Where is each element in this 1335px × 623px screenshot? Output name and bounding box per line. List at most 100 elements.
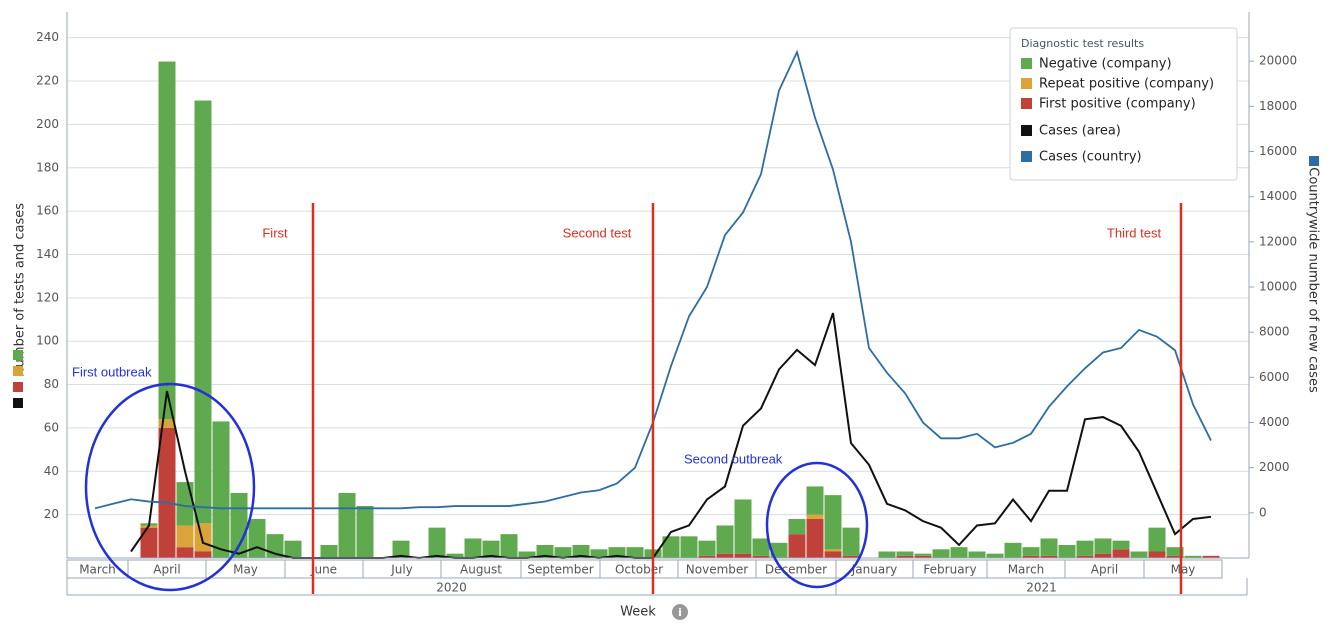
bar-segment — [194, 551, 212, 558]
bar-segment — [338, 492, 356, 558]
y2-tick-label: 18000 — [1259, 99, 1297, 113]
bar-segment — [482, 540, 500, 558]
bar-segment — [842, 555, 860, 558]
bar-segment — [500, 534, 518, 558]
bar-segment — [158, 61, 176, 420]
legend-swatch — [1021, 78, 1032, 89]
legend-label: Cases (country) — [1039, 150, 1142, 165]
y-tick-label: 120 — [36, 290, 59, 304]
bar-segment — [716, 525, 734, 554]
bar-segment — [752, 538, 770, 556]
month-label: June — [310, 563, 337, 577]
bar-segment — [608, 547, 626, 558]
bar-segment — [356, 505, 374, 558]
year-label: 2021 — [1026, 581, 1057, 595]
bar-segment — [1166, 547, 1184, 556]
bar-segment — [1022, 555, 1040, 558]
y2-tick-label: 10000 — [1259, 280, 1297, 294]
bar-segment — [392, 540, 410, 558]
legend-swatch — [1021, 125, 1032, 136]
legend-label: Cases (area) — [1039, 124, 1121, 139]
bar-segment — [1202, 555, 1220, 558]
month-label: May — [1171, 563, 1196, 577]
bar-segment — [446, 553, 464, 558]
month-label: October — [615, 563, 663, 577]
bar-segment — [788, 534, 806, 558]
y-key — [13, 382, 23, 392]
bar-segment — [284, 540, 302, 558]
month-label: March — [1008, 563, 1045, 577]
bar-segment — [248, 518, 266, 558]
bar-segment — [716, 553, 734, 558]
bar-segment — [1076, 555, 1094, 558]
info-icon[interactable] — [672, 604, 688, 620]
legend-swatch — [1021, 58, 1032, 69]
y-key — [13, 366, 23, 376]
month-label: December — [765, 563, 827, 577]
test-label: Third test — [1107, 225, 1162, 240]
bar-segment — [968, 551, 986, 558]
outbreak-label: Second outbreak — [684, 451, 783, 466]
month-label: January — [851, 563, 898, 577]
bar-segment — [320, 544, 338, 558]
y2-tick-label: 0 — [1259, 505, 1267, 519]
bar-segment — [986, 553, 1004, 558]
y-tick-label: 100 — [36, 334, 59, 348]
y-tick-label: 200 — [36, 117, 59, 131]
y2-tick-label: 20000 — [1259, 54, 1297, 68]
bar-segment — [554, 547, 572, 558]
bar-segment — [1184, 555, 1202, 558]
bar-segment — [896, 551, 914, 556]
y-tick-label: 20 — [44, 507, 59, 521]
bar-segment — [842, 527, 860, 556]
y-axis-label: Number of tests and cases — [13, 203, 28, 377]
y2-tick-label: 12000 — [1259, 234, 1297, 248]
month-label: August — [460, 563, 502, 577]
legend-label: First positive (company) — [1039, 97, 1196, 112]
y2-key — [1309, 156, 1319, 166]
bar-segment — [1148, 527, 1166, 552]
month-label: September — [527, 563, 593, 577]
outbreak-label: First outbreak — [72, 364, 152, 379]
bar-segment — [1040, 555, 1058, 558]
bar-segment — [1040, 538, 1058, 556]
bar-segment — [194, 523, 212, 552]
bar-segment — [626, 547, 644, 558]
y2-tick-label: 4000 — [1259, 415, 1290, 429]
month-label: March — [79, 563, 116, 577]
bar-segment — [1148, 551, 1166, 558]
x-axis-label: Week — [620, 605, 656, 620]
year-label: 2020 — [436, 581, 467, 595]
bar-segment — [806, 486, 824, 515]
y-tick-label: 80 — [44, 377, 59, 391]
bar-segment — [698, 555, 716, 558]
y-tick-label: 220 — [36, 74, 59, 88]
month-label: November — [686, 563, 748, 577]
bar-segment — [734, 499, 752, 554]
y-key — [13, 398, 23, 408]
bar-segment — [1076, 540, 1094, 556]
y-tick-label: 60 — [44, 420, 59, 434]
outbreak-circle — [84, 382, 256, 592]
test-label: Second test — [563, 225, 632, 240]
bar-segment — [212, 421, 230, 558]
bar-segment — [158, 419, 176, 428]
y-tick-label: 240 — [36, 30, 59, 44]
y2-tick-label: 6000 — [1259, 370, 1290, 384]
y2-tick-label: 2000 — [1259, 460, 1290, 474]
bar-segment — [176, 525, 194, 548]
bar-segment — [662, 536, 680, 558]
bar-segment — [824, 495, 842, 550]
month-label: February — [923, 563, 976, 577]
bar-segment — [1004, 542, 1022, 558]
bar-segment — [1112, 540, 1130, 550]
info-icon-glyph: i — [678, 606, 682, 619]
bar-segment — [914, 555, 932, 558]
bar-segment — [914, 553, 932, 556]
legend-title: Diagnostic test results — [1021, 37, 1144, 50]
legend-label: Negative (company) — [1039, 57, 1172, 72]
outbreak-circle — [765, 461, 869, 589]
bar-segment — [878, 551, 896, 558]
bar-segment — [1166, 555, 1184, 558]
